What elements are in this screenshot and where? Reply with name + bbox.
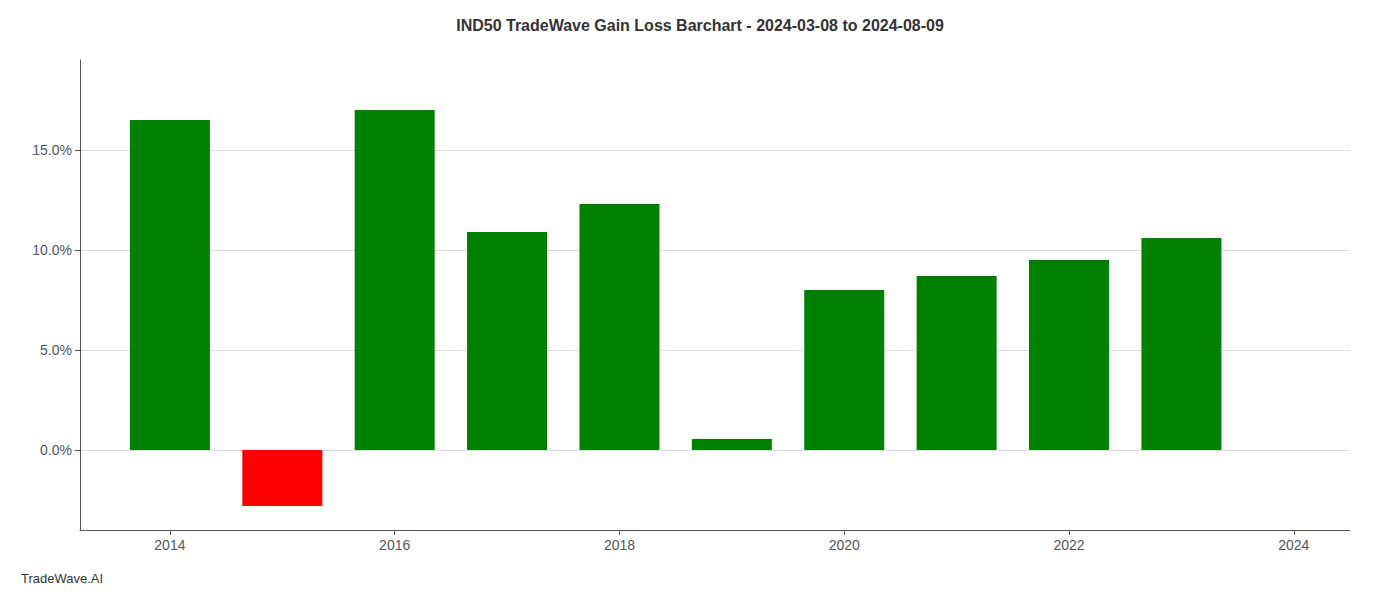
svg-text:2020: 2020 [829,537,860,553]
svg-text:2022: 2022 [1053,537,1084,553]
svg-text:15.0%: 15.0% [32,142,72,158]
svg-text:2014: 2014 [154,537,185,553]
svg-text:2016: 2016 [379,537,410,553]
svg-text:IND50 TradeWave Gain Loss Barc: IND50 TradeWave Gain Loss Barchart - 202… [456,17,944,34]
svg-text:2024: 2024 [1278,537,1309,553]
svg-text:5.0%: 5.0% [40,342,72,358]
svg-text:TradeWave.AI: TradeWave.AI [21,571,103,586]
svg-text:0.0%: 0.0% [40,442,72,458]
svg-text:10.0%: 10.0% [32,242,72,258]
svg-text:2018: 2018 [604,537,635,553]
